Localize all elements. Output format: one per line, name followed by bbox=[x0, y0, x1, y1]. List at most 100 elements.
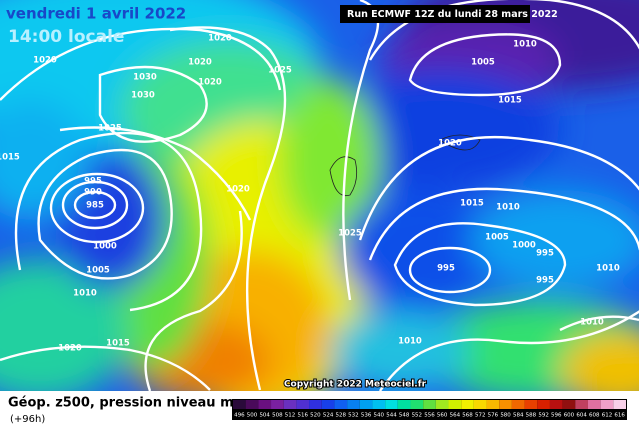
colorbar-swatch bbox=[600, 400, 614, 409]
colorbar-swatch bbox=[258, 400, 272, 409]
isobars bbox=[0, 0, 639, 391]
isobar-label: 1015 bbox=[498, 96, 522, 106]
colorbar-label: 612 bbox=[602, 413, 613, 419]
colorbar-label: 588 bbox=[526, 413, 537, 419]
colorbar-swatch bbox=[486, 400, 500, 409]
isobar-label: 1010 bbox=[398, 337, 422, 347]
colorbar-label: 596 bbox=[551, 413, 562, 419]
colorbar-label: 592 bbox=[538, 413, 549, 419]
isobar-label: 990 bbox=[84, 188, 102, 198]
colorbar-label: 544 bbox=[386, 413, 397, 419]
colorbar-label: 536 bbox=[361, 413, 372, 419]
colorbar-label: 528 bbox=[336, 413, 347, 419]
colorbar-swatch bbox=[587, 400, 601, 409]
isobar-label: 1025 bbox=[98, 124, 122, 134]
colorbar-swatch bbox=[613, 400, 626, 409]
colorbar-swatch bbox=[537, 400, 550, 409]
isobar-label: 1020 bbox=[208, 34, 232, 44]
colorbar-swatch bbox=[283, 400, 297, 409]
colorbar-label: 520 bbox=[310, 413, 321, 419]
isobar-label: 995 bbox=[536, 276, 554, 286]
colorbar-swatch bbox=[499, 400, 512, 409]
isobar-label: 995 bbox=[437, 264, 455, 274]
colorbar-label: 576 bbox=[488, 413, 499, 419]
colorbar-label: 556 bbox=[424, 413, 435, 419]
isobar-label: 1020 bbox=[198, 78, 222, 88]
field: 1020102010201020103010301025102510159959… bbox=[0, 0, 639, 391]
colorbar-swatch bbox=[397, 400, 411, 409]
copyright: Copyright 2022 Meteociel.fr bbox=[284, 380, 427, 390]
colorbar-label: 616 bbox=[614, 413, 625, 419]
isobar-label: 1010 bbox=[73, 289, 97, 299]
colorbar-label: 532 bbox=[348, 413, 359, 419]
isobar-label: 1020 bbox=[226, 185, 250, 195]
isobar-label: 1015 bbox=[460, 199, 484, 209]
colorbar-label: 568 bbox=[462, 413, 473, 419]
colorbar-swatch bbox=[410, 400, 424, 409]
colorbar-label: 500 bbox=[247, 413, 258, 419]
isobar-label: 995 bbox=[84, 177, 102, 187]
colorbar-label: 516 bbox=[297, 413, 308, 419]
footer-title: Géop. z500, pression niveau mer bbox=[8, 396, 249, 411]
isobar-label: 995 bbox=[536, 249, 554, 259]
colorbar-label: 504 bbox=[259, 413, 270, 419]
colorbar-swatch bbox=[461, 400, 474, 409]
isobar-label: 1015 bbox=[106, 339, 130, 349]
colorbar-swatch bbox=[334, 400, 348, 409]
colorbar-swatch bbox=[271, 400, 284, 409]
colorbar-swatch bbox=[473, 400, 487, 409]
colorbar-swatch bbox=[321, 400, 335, 409]
isobar-label: 1000 bbox=[93, 242, 117, 252]
isobar-label: 1030 bbox=[131, 91, 155, 101]
colorbar-label: 560 bbox=[437, 413, 448, 419]
colorbar-swatch bbox=[549, 400, 563, 409]
isobar-label: 1010 bbox=[513, 40, 537, 50]
colorbar-swatch bbox=[575, 400, 588, 409]
colorbar-label: 584 bbox=[513, 413, 524, 419]
colorbar-swatch bbox=[347, 400, 360, 409]
isobar-label: 1005 bbox=[86, 266, 110, 276]
colorbar-label: 508 bbox=[272, 413, 283, 419]
colorbar-label: 540 bbox=[374, 413, 385, 419]
colorbar-label: 552 bbox=[412, 413, 423, 419]
colorbar-swatch bbox=[423, 400, 436, 409]
isobar-labels: 1020102010201020103010301025102510159959… bbox=[0, 34, 620, 354]
colorbar-label: 604 bbox=[576, 413, 587, 419]
date: vendredi 1 avril 2022 bbox=[6, 5, 186, 23]
colorbar-swatch bbox=[448, 400, 462, 409]
isobar-label: 1020 bbox=[438, 139, 462, 149]
colorbar-swatch bbox=[372, 400, 386, 409]
colorbar-label: 580 bbox=[500, 413, 511, 419]
colorbar-swatch bbox=[233, 400, 246, 409]
colorbar-swatch bbox=[385, 400, 398, 409]
colorbar-swatch bbox=[296, 400, 310, 409]
colorbar-swatch bbox=[511, 400, 525, 409]
colorbar-label: 564 bbox=[450, 413, 461, 419]
isobar-label: 1000 bbox=[512, 241, 536, 251]
colorbar-label: 608 bbox=[589, 413, 600, 419]
isobar-label: 1020 bbox=[33, 56, 57, 66]
colorbar-swatch bbox=[435, 400, 449, 409]
isobar-label: 1025 bbox=[338, 229, 362, 239]
isobar-label: 1020 bbox=[58, 344, 82, 354]
colorbar-swatch bbox=[359, 400, 373, 409]
isobar-label: 1020 bbox=[188, 58, 212, 68]
isobar-label: 1030 bbox=[133, 73, 157, 83]
isobar-label: 1015 bbox=[0, 153, 20, 163]
isobar-label: 1010 bbox=[496, 203, 520, 213]
run: Run ECMWF 12Z du lundi 28 mars 2022 bbox=[347, 9, 558, 20]
colorbar-label: 572 bbox=[475, 413, 486, 419]
run-box bbox=[340, 5, 530, 23]
isobar-label: 1005 bbox=[471, 58, 495, 68]
isobar-label: 985 bbox=[86, 201, 104, 211]
isobar-label: 1010 bbox=[596, 264, 620, 274]
colorbar-label: 496 bbox=[234, 413, 245, 419]
isobar-label: 1025 bbox=[268, 66, 292, 76]
colorbar-swatch bbox=[524, 400, 538, 409]
colorbar-label: 524 bbox=[323, 413, 334, 419]
isobar-label: 1010 bbox=[580, 318, 604, 328]
isobar-label: 1005 bbox=[485, 233, 509, 243]
time: 14:00 locale bbox=[8, 27, 124, 47]
footer-lead: (+96h) bbox=[10, 414, 45, 425]
colorbar-label: 512 bbox=[285, 413, 296, 419]
